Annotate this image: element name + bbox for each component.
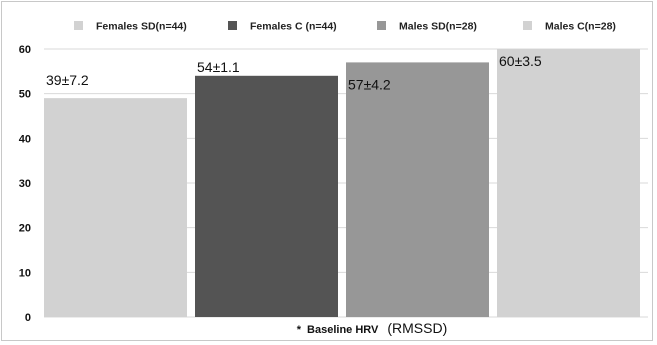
y-axis-ticks: 0 10 20 30 40 50 60 xyxy=(19,44,31,324)
x-axis-label-unit: (RMSSD) xyxy=(387,320,447,336)
data-label: 54±1.1 xyxy=(197,59,240,75)
data-label: 57±4.2 xyxy=(348,76,391,92)
legend-swatch xyxy=(523,21,532,30)
legend-swatch xyxy=(377,21,386,30)
y-tick-label: 20 xyxy=(19,223,31,235)
y-tick-label: 0 xyxy=(25,312,31,324)
data-label: 39±7.2 xyxy=(46,72,89,88)
legend: Females SD(n=44) Females C (n=44) Males SD… xyxy=(74,21,616,33)
y-tick-label: 30 xyxy=(19,178,31,190)
bar xyxy=(497,49,640,317)
legend-label: Females SD(n=44) xyxy=(96,21,187,33)
y-tick-label: 60 xyxy=(19,44,31,56)
data-labels: 39±7.2 54±1.1 57±4.2 60±3.5 xyxy=(46,53,542,92)
y-tick-label: 50 xyxy=(19,89,31,101)
legend-swatch xyxy=(228,21,237,30)
bar xyxy=(44,98,187,317)
y-tick-label: 10 xyxy=(19,267,31,279)
x-axis-label-main: Baseline HRV xyxy=(307,324,379,336)
legend-swatch xyxy=(74,21,83,30)
data-label: 60±3.5 xyxy=(499,53,542,69)
x-axis-label-marker: * xyxy=(297,324,302,336)
legend-label: Females C (n=44) xyxy=(250,21,337,33)
legend-label: Males C(n=28) xyxy=(545,21,616,33)
bar xyxy=(346,62,489,318)
legend-label: Males SD(n=28) xyxy=(399,21,477,33)
y-tick-label: 40 xyxy=(19,133,31,145)
bars xyxy=(44,49,640,318)
x-axis-label: * Baseline HRV (RMSSD) xyxy=(297,320,448,337)
bar xyxy=(195,75,338,317)
